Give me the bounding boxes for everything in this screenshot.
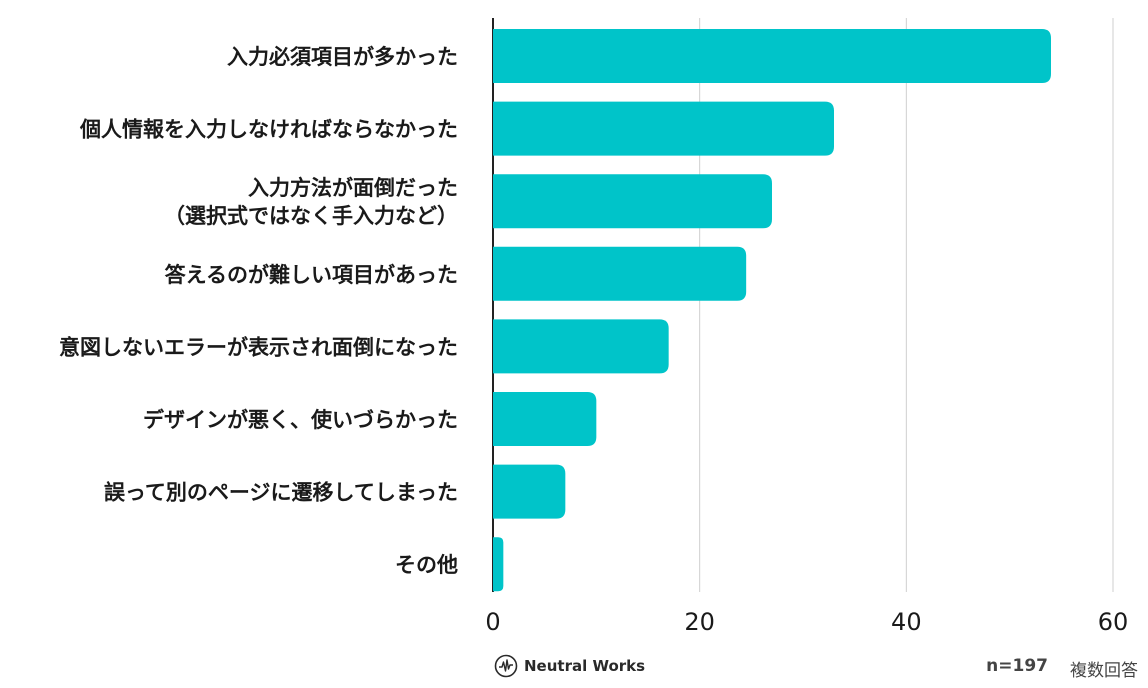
brand-name: Neutral Works <box>524 657 646 675</box>
bar-1 <box>493 101 834 156</box>
bar-4 <box>493 319 669 374</box>
waveform-circle-icon <box>494 654 518 678</box>
brand-logo: Neutral Works <box>494 654 645 678</box>
bar-7 <box>493 537 504 592</box>
category-label: 意図しないエラーが表示され面倒になった <box>59 335 458 359</box>
category-label: 答えるのが難しい項目があった <box>165 263 458 287</box>
bar-2 <box>493 174 772 229</box>
bar-5 <box>493 392 597 446</box>
category-label: その他 <box>395 553 458 577</box>
bar-3 <box>493 246 747 301</box>
x-tick-label: 20 <box>684 608 715 636</box>
bar-layer <box>493 29 1051 592</box>
category-label: 入力方法が面倒だった <box>248 176 458 200</box>
x-tick-label: 0 <box>485 608 500 636</box>
sample-size: n=197 <box>986 656 1048 676</box>
multiple-answer-note: 複数回答 <box>1070 661 1138 681</box>
tick-label-layer: 0 20 40 60 <box>485 608 1128 636</box>
category-label: 個人情報を入力しなければならなかった <box>79 118 458 142</box>
category-label: デザインが悪く、使いづらかった <box>143 408 458 432</box>
category-label: （選択式ではなく手入力など） <box>164 204 458 228</box>
category-label: 入力必須項目が多かった <box>227 45 458 69</box>
x-tick-label: 40 <box>891 608 922 636</box>
bar-6 <box>493 464 566 519</box>
category-label: 誤って別のページに遷移してしまった <box>104 481 458 505</box>
x-tick-label: 60 <box>1098 608 1129 636</box>
bar-0 <box>493 29 1051 83</box>
footer-note: n=197 複数回答 <box>986 656 1138 681</box>
